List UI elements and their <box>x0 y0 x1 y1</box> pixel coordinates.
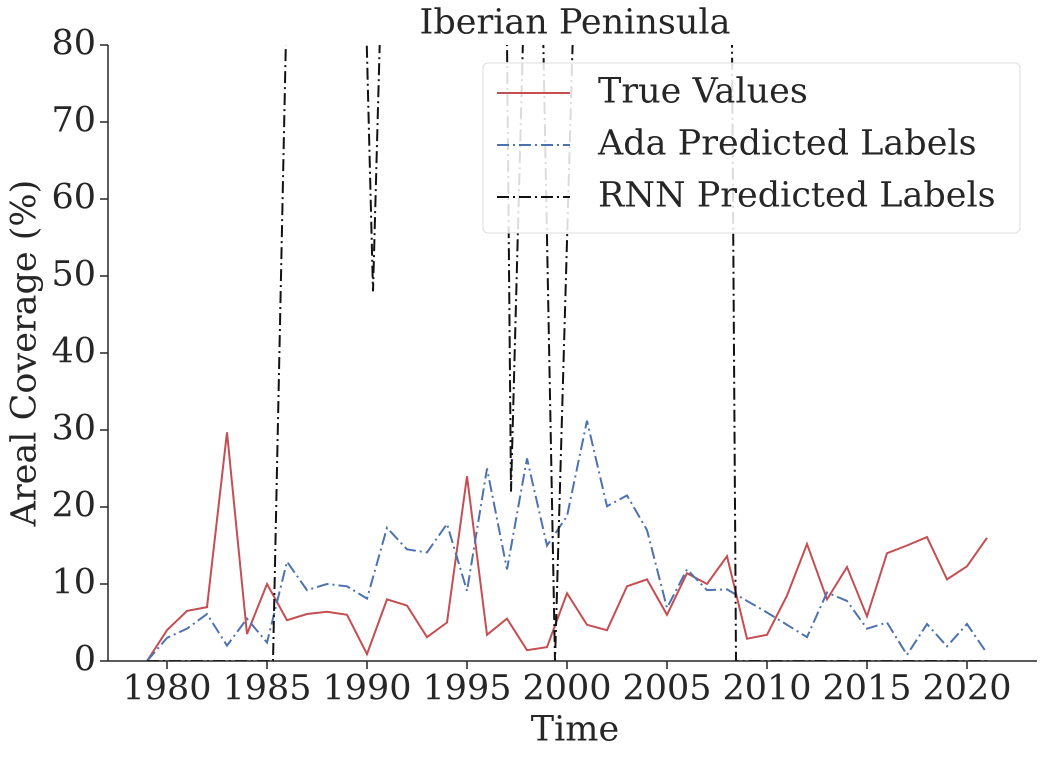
x-tick-label: 2015 <box>822 669 911 709</box>
y-axis-label: Areal Coverage (%) <box>5 180 45 528</box>
legend-label: RNN Predicted Labels <box>598 176 996 216</box>
y-tick-label: 30 <box>51 409 96 449</box>
y-tick-label: 0 <box>74 640 96 680</box>
legend-box <box>482 62 1021 234</box>
x-tick-label: 2005 <box>622 669 711 709</box>
x-tick-label: 2000 <box>522 669 611 709</box>
y-tick-label: 10 <box>51 563 96 603</box>
x-tick-label: 2020 <box>922 669 1011 709</box>
series-line <box>147 45 987 661</box>
x-tick-label: 1995 <box>422 669 511 709</box>
x-tick-label: 1980 <box>122 669 211 709</box>
y-tick-label: 40 <box>51 332 96 372</box>
series-line <box>146 420 988 661</box>
y-tick-label: 60 <box>51 178 96 218</box>
plot-area <box>146 45 988 661</box>
legend-label: True Values <box>598 72 808 112</box>
chart-title: Iberian Peninsula <box>420 3 731 43</box>
y-tick-label: 20 <box>51 486 96 526</box>
y-tick-label: 80 <box>51 24 96 64</box>
y-tick-label: 70 <box>51 101 96 141</box>
x-tick-label: 2010 <box>722 669 811 709</box>
x-tick-label: 1990 <box>322 669 411 709</box>
x-tick-label: 1985 <box>222 669 311 709</box>
legend-label: Ada Predicted Labels <box>597 124 977 164</box>
series-line <box>146 432 988 661</box>
x-axis-label: Time <box>531 710 619 750</box>
y-tick-label: 50 <box>51 255 96 295</box>
legend: True Values Ada Predicted Labels RNN Predi… <box>482 62 1021 234</box>
